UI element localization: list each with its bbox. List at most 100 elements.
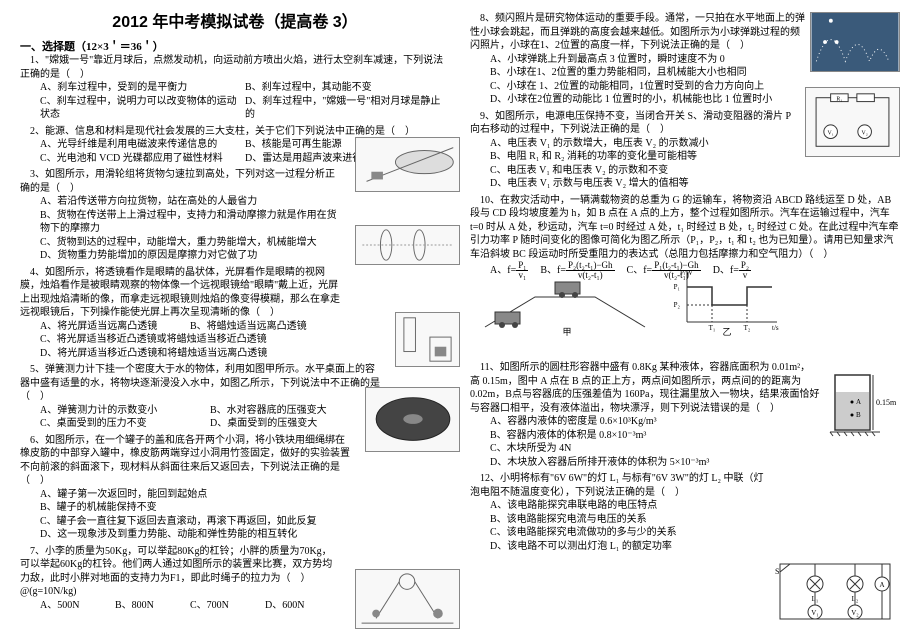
svg-text:V₁: V₁ <box>828 131 834 137</box>
figure-q12-circuit: L₁ L₂ A V₁ V₂ S <box>770 554 900 629</box>
q9-opt-d: D、电压表 V₁ 示数与电压表 V₂ 增大的值相等 <box>490 177 800 191</box>
question-1: 1、"嫦娥一号"靠近月球后，点燃发动机，向运动前方喷出火焰，进行太空刹车减速，下… <box>20 54 450 122</box>
q11-opt-d: D、木块放入容器后所排开液体的体积为 5×10⁻³m³ <box>490 456 820 470</box>
q3-stem: 3、如图所示，用滑轮组将货物匀速拉到高处，下列对这一过程分析正确的是（ ） <box>20 168 340 195</box>
svg-text:P₁: P₁ <box>674 283 680 291</box>
q3-opt-d: D、货物重力势能增加的原因是摩擦力对它做了功 <box>40 249 340 263</box>
q9-options: A、电压表 V₁ 的示数增大，电压表 V₂ 的示数减小 B、电阻 R₁ 和 R₂… <box>470 137 800 191</box>
page-title: 2012 年中考模拟试卷（提高卷 3） <box>20 12 450 34</box>
q4-opt-d: D、将光屏适当移近凸透镜和将蜡烛适当远离凸透镜 <box>40 347 340 361</box>
q12-opt-a: A、该电路能探究串联电路的电压特点 <box>490 499 765 513</box>
svg-text:V₂: V₂ <box>862 131 868 137</box>
q5-options: A、弹簧测力计的示数变小 B、水对容器底的压强变大 C、桌面受到的压力不变 D、… <box>20 404 380 431</box>
q4-opt-c: C、将光屏适当移近凸透镜或将蜡烛适当移近凸透镜 <box>40 333 340 347</box>
q2-opt-c: C、光电池和 VCD 光碟都应用了磁性材料 <box>40 152 245 166</box>
q1-opt-a: A、刹车过程中，受到的是平衡力 <box>40 81 245 95</box>
q1-opt-b: B、刹车过程中，其动能不变 <box>245 81 450 95</box>
q5-opt-d: D、桌面受到的压强变大 <box>210 417 380 431</box>
q5-opt-c: C、桌面受到的压力不变 <box>40 417 210 431</box>
svg-text:V₂: V₂ <box>851 609 859 617</box>
q6-stem: 6、如图所示，在一个罐子的盖和底各开两个小洞，将小铁块用细绳绑在橡皮筋的中部穿入… <box>20 434 350 488</box>
figure-q7-pulley-people <box>355 569 460 629</box>
q9-opt-c: C、电压表 V₁ 和电压表 V₂ 的示数和不变 <box>490 164 800 178</box>
q8-opt-b: B、小球在1、2位置的重力势能相同，且机械能大小也相同 <box>490 66 805 80</box>
q1-opt-d: D、刹车过程中，"嫦娥一号"相对月球是静止的 <box>245 95 450 122</box>
q2-opt-a: A、光导纤维是利用电磁波来传递信息的 <box>40 138 245 152</box>
figure-q5-spring <box>395 312 460 367</box>
q11-opt-a: A、容器内液体的密度是 0.6×10³Kg/m³ <box>490 415 820 429</box>
svg-text:V₁: V₁ <box>811 609 819 617</box>
q6-opt-d: D、这一现象涉及到重力势能、动能和弹性势能的相互转化 <box>40 528 350 542</box>
q6-opt-a: A、罐子第一次返回时，能回到起始点 <box>40 488 350 502</box>
q12-options: A、该电路能探究串联电路的电压特点 B、该电路能探究电流与电压的关系 C、该电路… <box>470 499 765 553</box>
q9-opt-a: A、电压表 V₁ 的示数增大，电压表 V₂ 的示数减小 <box>490 137 800 151</box>
svg-text:P/W: P/W <box>680 269 693 277</box>
q4-options: A、将光屏适当远离凸透镜 B、将蜡烛适当远离凸透镜 <box>20 320 340 334</box>
q3-opt-c: C、货物到达的过程中，动能增大，重力势能增大，机械能增大 <box>40 236 340 250</box>
figure-q6-can <box>365 387 460 452</box>
q3-opt-a: A、若沿传送带方向拉货物，站在高处的人最省力 <box>40 195 340 209</box>
q12-opt-c: C、该电路能探究电流做功的多与少的关系 <box>490 526 765 540</box>
question-4: 4、如图所示，将透镜看作是眼睛的晶状体，光屏看作是眼睛的视网膜，烛焰看作是被眼睛… <box>20 266 450 361</box>
q5-opt-a: A、弹簧测力计的示数变小 <box>40 404 210 418</box>
svg-text:T₂: T₂ <box>744 324 751 332</box>
svg-text:R₁: R₁ <box>836 97 842 103</box>
q7-opt-a: A、500N <box>40 599 115 613</box>
q7-opt-d: D、600N <box>265 599 340 613</box>
q7-opt-c: C、700N <box>190 599 265 613</box>
q4-opt-a: A、将光屏适当远离凸透镜 <box>40 320 190 334</box>
svg-text:T₁: T₁ <box>709 324 716 332</box>
question-12: 12、小明将标有"6V 6W"的灯 L₁ 与标有"6V 3W"的灯 L₂ 中联（… <box>470 472 900 553</box>
svg-text:B: B <box>856 411 861 419</box>
q4-opt-b: B、将蜡烛适当远离凸透镜 <box>190 320 340 334</box>
svg-text:P₂: P₂ <box>674 301 681 309</box>
q6-opt-b: B、罐子的机械能保持不变 <box>40 501 350 515</box>
svg-text:A: A <box>856 398 861 406</box>
q4-options-2: C、将光屏适当移近凸透镜或将蜡烛适当移近凸透镜 D、将光屏适当移近凸透镜和将蜡烛… <box>20 333 340 360</box>
q1-stem: 1、"嫦娥一号"靠近月球后，点燃发动机，向运动前方喷出火焰，进行太空刹车减速，下… <box>20 54 450 81</box>
q9-stem: 9、如图所示，电源电压保持不变，当闭合开关 S、滑动变阻器的滑片 P 向右移动的… <box>470 110 800 137</box>
q8-opt-a: A、小球弹跳上升到最高点 3 位置时，瞬时速度不为 0 <box>490 53 805 67</box>
q8-opt-c: C、小球在 1、2位置的动能相同，1位置时受到的合力方向向上 <box>490 80 805 94</box>
svg-text:甲: 甲 <box>562 327 571 337</box>
svg-text:A: A <box>879 581 884 589</box>
q8-opt-d: D、小球在2位置的动能比 1 位置时的小，机械能也比 1 位置时小 <box>490 93 805 107</box>
figure-q3-pulley <box>355 137 460 192</box>
q11-opt-c: C、木块所受为 4N <box>490 442 820 456</box>
q9-opt-b: B、电阻 R₁ 和 R₂ 消耗的功率的变化量可能相等 <box>490 150 800 164</box>
figure-q11-container: A B 0.15m <box>825 367 900 442</box>
figure-q9-circuit: R₁ V₁ V₂ <box>805 87 900 157</box>
q5-opt-b: B、水对容器底的压强变大 <box>210 404 380 418</box>
left-column: 2012 年中考模拟试卷（提高卷 3） 一、选择题（12×3＇＝36＇） 1、"… <box>20 12 460 629</box>
q7-opt-b: B、800N <box>115 599 190 613</box>
q8-stem: 8、频闪照片是研究物体运动的重要手段。通常，一只拍在水平地面上的弹性小球会跳起，… <box>470 12 805 53</box>
q1-options: A、刹车过程中，受到的是平衡力 B、刹车过程中，其动能不变 C、刹车过程中，说明… <box>20 81 450 122</box>
svg-text:乙: 乙 <box>722 327 731 337</box>
q10-stem: 10、在救灾活动中，一辆满载物资的总重为 G 的运输车，将物资沿 ABCD 路线… <box>470 194 900 262</box>
svg-text:0.15m: 0.15m <box>876 398 897 407</box>
q11-options: A、容器内液体的密度是 0.6×10³Kg/m³ B、容器内液体的体积是 0.8… <box>470 415 820 469</box>
q4-stem: 4、如图所示，将透镜看作是眼睛的晶状体，光屏看作是眼睛的视网膜，烛焰看作是被眼睛… <box>20 266 340 320</box>
q8-options: A、小球弹跳上升到最高点 3 位置时，瞬时速度不为 0 B、小球在1、2位置的重… <box>470 53 805 107</box>
figure-q4-lens <box>355 225 460 265</box>
q3-opt-b: B、货物在传送带上上滑过程中，支持力和滑动摩擦力就是作用在货物下的摩擦力 <box>40 209 340 236</box>
figure-q10-truck: 甲 <box>480 267 655 337</box>
q7-options: A、500N B、800N C、700N D、600N <box>20 599 340 613</box>
q7-stem: 7、小李的质量为50Kg，可以举起80Kg的杠铃；小胖的质量为70Kg，可以举起… <box>20 545 340 599</box>
figure-q10-chart: P₁ P₂ T₁ T₂ P/W t/s 乙 <box>672 267 782 337</box>
q1-opt-c: C、刹车过程中，说明力可以改变物体的运动状态 <box>40 95 245 122</box>
q3-options: A、若沿传送带方向拉货物，站在高处的人最省力 B、货物在传送带上上滑过程中，支持… <box>20 195 340 263</box>
svg-text:t/s: t/s <box>772 324 779 332</box>
q6-options: A、罐子第一次返回时，能回到起始点 B、罐子的机械能保持不变 C、罐子会一直往复… <box>20 488 350 542</box>
right-column: 8、频闪照片是研究物体运动的重要手段。通常，一只拍在水平地面上的弹性小球会跳起，… <box>460 12 900 629</box>
svg-text:S: S <box>775 567 779 576</box>
q12-stem: 12、小明将标有"6V 6W"的灯 L₁ 与标有"6V 3W"的灯 L₂ 中联（… <box>470 472 765 499</box>
q11-opt-b: B、容器内液体的体积是 0.8×10⁻³m³ <box>490 429 820 443</box>
q6-opt-c: C、罐子会一直往复下返回去直滚动，再滚下再返回，如此反复 <box>40 515 350 529</box>
section-1-head: 一、选择题（12×3＇＝36＇） <box>20 40 450 55</box>
q12-opt-d: D、该电路不可以测出灯泡 L₁ 的额定功率 <box>490 540 765 554</box>
q5-stem: 5、弹簧测力计下挂一个密度大于水的物体，利用如图甲所示。水平桌面上的容器中盛有适… <box>20 363 380 404</box>
q12-opt-b: B、该电路能探究电流与电压的关系 <box>490 513 765 527</box>
figure-q8-strobe <box>810 12 900 72</box>
q11-stem: 11、如图所示的圆柱形容器中盛有 0.8Kg 某种液体，容器底面积为 0.01m… <box>470 361 820 415</box>
